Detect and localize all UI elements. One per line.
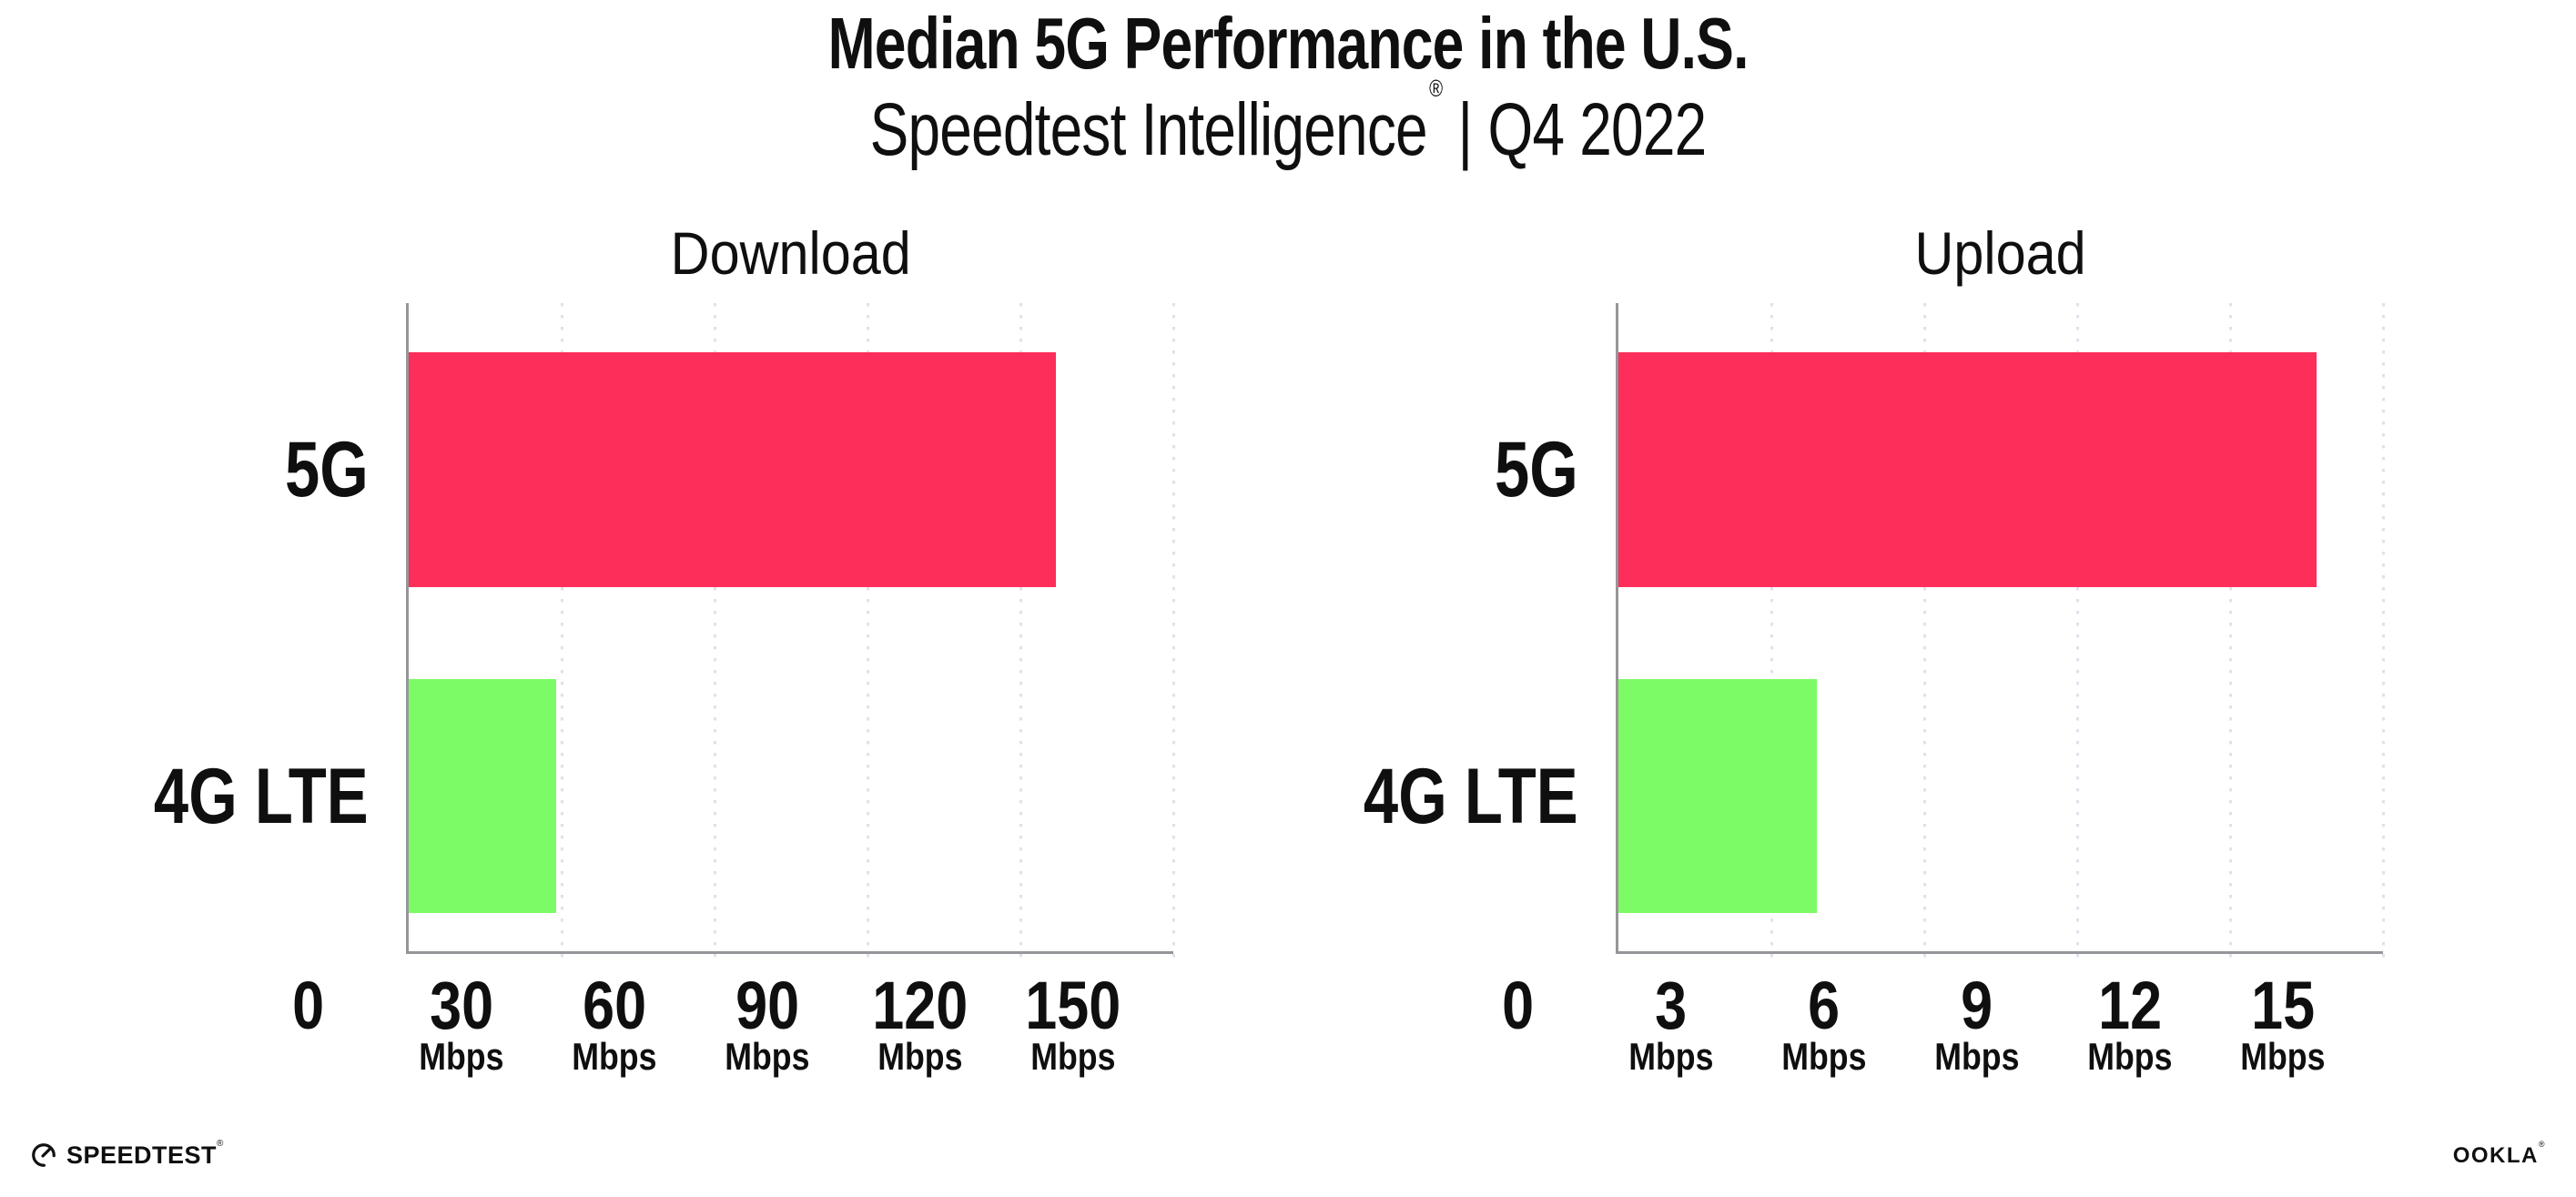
subtitle-period: Q4 2022 — [1487, 88, 1707, 171]
bar-5g — [409, 352, 1057, 587]
download-chart: Download 5G 4G LTE 0 30 Mbps 60 Mbps 90 Mbps 120… — [154, 223, 1175, 1075]
speedtest-wordmark: SPEEDTEST® — [66, 1138, 224, 1169]
x-tick-0: 0 — [1502, 968, 1535, 1043]
registered-mark-icon: ® — [1429, 74, 1443, 102]
x-tick-9: 9 Mbps — [1934, 968, 2020, 1078]
x-tick-3: 3 Mbps — [1628, 968, 1714, 1078]
bar-4g-lte — [1618, 679, 1818, 913]
chart-title: Download — [670, 219, 912, 287]
subtitle-divider: | — [1457, 88, 1473, 171]
gridline — [2229, 303, 2232, 966]
ookla-logo: OOKLA® — [2452, 1140, 2546, 1168]
x-tick-0: 0 — [292, 968, 325, 1043]
gridline — [561, 303, 563, 966]
x-tick-30: 30 Mbps — [419, 968, 504, 1078]
category-label-4g-lte: 4G LTE — [154, 752, 369, 840]
upload-chart: Upload 5G 4G LTE 0 3 Mbps 6 Mbps 9 Mbps 12 Mbps 15… — [1364, 223, 2385, 1075]
page-subtitle: Speedtest Intelligence® | Q4 2022 — [0, 76, 2576, 171]
category-label-5g: 5G — [1495, 426, 1578, 513]
x-axis-ticks: 0 3 Mbps 6 Mbps 9 Mbps 12 Mbps 15 Mbps — [1503, 968, 2383, 1103]
page-title: Median 5G Performance in the U.S. — [827, 3, 1749, 84]
x-axis-ticks: 0 30 Mbps 60 Mbps 90 Mbps 120 Mbps 150 Mbps — [293, 968, 1173, 1103]
gridline — [2382, 303, 2385, 966]
category-label-5g: 5G — [285, 426, 369, 513]
registered-mark-icon: ® — [217, 1138, 224, 1149]
subtitle-brand: Speedtest Intelligence — [869, 88, 1428, 171]
gridline — [714, 303, 716, 966]
registered-mark-icon: ® — [2538, 1140, 2546, 1149]
gridline — [1923, 303, 1926, 966]
x-tick-15: 15 Mbps — [2240, 968, 2326, 1078]
gridline — [1770, 303, 1773, 966]
gridline — [2076, 303, 2079, 966]
gridline — [1019, 303, 1022, 966]
gridline — [867, 303, 869, 966]
x-tick-60: 60 Mbps — [572, 968, 657, 1078]
x-tick-6: 6 Mbps — [1781, 968, 1867, 1078]
bar-4g-lte — [409, 679, 557, 913]
gauge-icon — [32, 1143, 56, 1167]
speedtest-logo: SPEEDTEST® — [30, 1138, 224, 1169]
x-tick-120: 120 Mbps — [872, 968, 969, 1078]
x-tick-90: 90 Mbps — [725, 968, 810, 1078]
gridline — [1172, 303, 1175, 966]
chart-title: Upload — [1914, 219, 2087, 287]
bar-5g — [1618, 352, 2317, 587]
ookla-wordmark: OOKLA® — [2452, 1140, 2546, 1168]
x-tick-150: 150 Mbps — [1025, 968, 1121, 1078]
category-label-4g-lte: 4G LTE — [1364, 752, 1578, 840]
x-tick-12: 12 Mbps — [2087, 968, 2173, 1078]
